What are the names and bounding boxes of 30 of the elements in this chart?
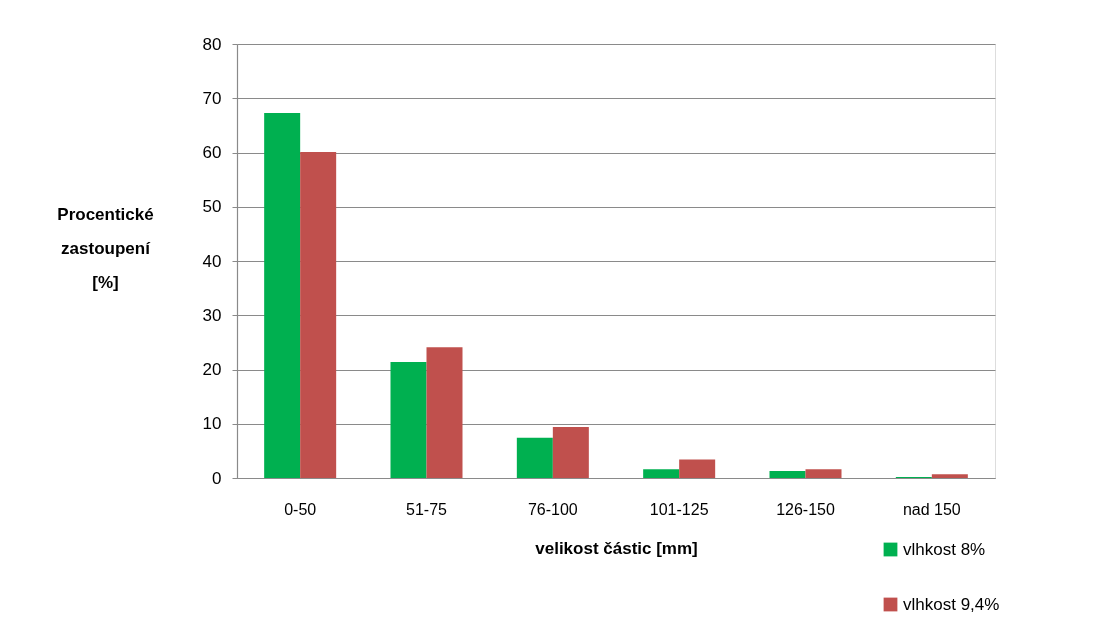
bar — [390, 361, 427, 478]
x-tick-label: nad 150 — [902, 500, 961, 518]
y-tick-label: 70 — [202, 88, 222, 108]
x-tick-label: 0-50 — [284, 500, 317, 518]
bar — [679, 459, 716, 478]
y-tick-label: 20 — [202, 360, 222, 379]
bar — [300, 151, 337, 478]
x-tick-label: 76-100 — [527, 500, 578, 518]
y-tick-label: 50 — [202, 197, 222, 217]
bar — [552, 427, 589, 478]
x-axis-title: velikost částic [mm] — [535, 538, 698, 558]
bar — [516, 437, 553, 478]
y-tick-label: 80 — [202, 34, 222, 54]
x-tick-label: 126-150 — [776, 500, 835, 518]
y-tick-label: 0 — [212, 468, 222, 488]
y-axis-title: Procentické zastoupení [%] — [57, 204, 154, 292]
x-tick-label: 51-75 — [406, 500, 448, 518]
bar — [769, 470, 806, 478]
y-tick-label: 10 — [202, 414, 222, 434]
bar — [264, 112, 301, 478]
legend-label: vlhkost 8% — [903, 539, 986, 559]
legend-label: vlhkost 9,4% — [903, 594, 1000, 614]
bar — [931, 474, 968, 478]
x-tick-label: 101-125 — [649, 500, 709, 518]
y-tick-label: 30 — [202, 305, 222, 325]
y-tick-label: 40 — [202, 251, 222, 271]
bar — [643, 469, 680, 478]
bar — [426, 347, 463, 478]
y-tick-label: 60 — [202, 143, 222, 162]
bar — [805, 469, 842, 478]
